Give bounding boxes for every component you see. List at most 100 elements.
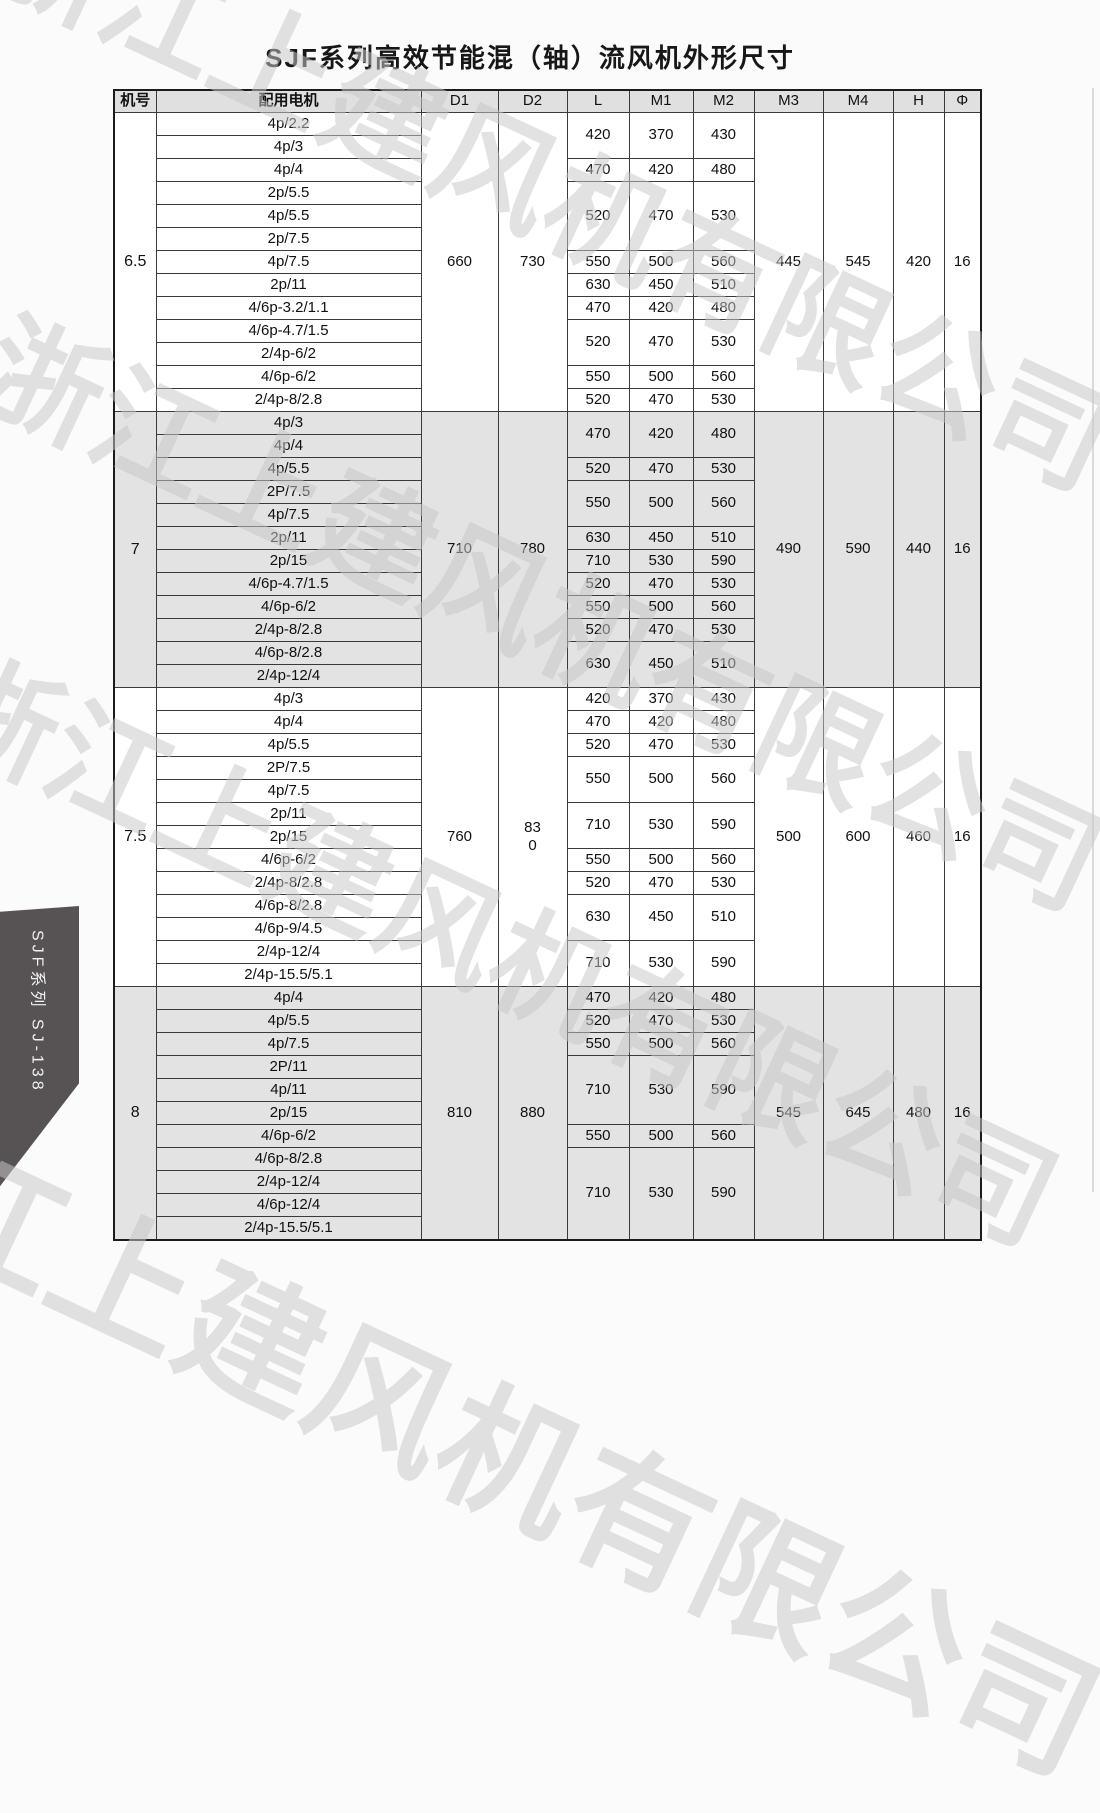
cell-motor: 4p/3 <box>155 687 422 711</box>
cell-m2: 530 <box>692 1009 755 1033</box>
cell-m1: 420 <box>628 411 694 458</box>
cell-m2: 430 <box>692 687 755 711</box>
cell-m3-value: 490 <box>775 540 802 558</box>
cell-l: 470 <box>566 296 630 320</box>
cell-motor: 4/6p-6/2 <box>155 365 422 389</box>
table-row-model-8: 8 4p/4 810 880 470 420 480 545 645 480 16 <box>113 986 982 1241</box>
header-cell-m2: M2 <box>692 89 755 113</box>
cell-m1-value: 370 <box>648 689 674 707</box>
cell-motor-value: 4/6p-6/2 <box>260 1126 317 1144</box>
cell-phi-value: 16 <box>953 540 971 558</box>
cell-m1: 420 <box>628 986 694 1010</box>
cell-m3: 490 <box>753 411 824 688</box>
spec-table: 机号 配用电机 D1 D2 L M1 M2 M3 M4 H Φ 6.5 4p/2.2 660 730 420… <box>113 89 982 1241</box>
table-row-model-6.5: 2p/11 630 450 510 <box>114 273 981 297</box>
cell-l: 470 <box>566 411 630 458</box>
cell-l: 470 <box>566 158 630 182</box>
cell-motor: 2p/11 <box>155 273 422 297</box>
cell-motor-value: 4p/7.5 <box>267 505 310 523</box>
cell-motor: 4/6p-6/2 <box>155 595 422 619</box>
cell-l: 550 <box>566 1032 630 1056</box>
cell-l-value: 710 <box>585 954 611 972</box>
cell-m1-value: 470 <box>648 333 674 351</box>
cell-motor-value: 4/6p-4.7/1.5 <box>248 321 329 339</box>
cell-m2: 560 <box>692 595 755 619</box>
cell-m2: 590 <box>692 1055 755 1125</box>
cell-m1: 500 <box>628 848 694 872</box>
cell-model-value: 6.5 <box>124 253 147 271</box>
cell-d1: 710 <box>420 411 499 688</box>
cell-d2-value: 830 <box>524 819 541 854</box>
cell-m2: 430 <box>692 112 755 159</box>
cell-model: 7.5 <box>113 687 157 987</box>
cell-m1: 530 <box>628 1147 694 1241</box>
cell-m2: 480 <box>692 411 755 458</box>
cell-l-value: 520 <box>585 333 611 351</box>
cell-motor-value: 4/6p-6/2 <box>260 367 317 385</box>
cell-m2-value: 510 <box>710 655 737 673</box>
cell-motor: 2p/5.5 <box>155 181 422 205</box>
cell-motor: 2/4p-6/2 <box>155 342 422 366</box>
cell-motor-value: 4p/3 <box>273 413 304 431</box>
cell-l-value: 630 <box>585 275 611 293</box>
cell-m1: 500 <box>628 756 694 803</box>
table-row-model-7.5: 4/6p-9/4.5 <box>114 917 981 941</box>
cell-l-value: 630 <box>585 528 611 546</box>
header-cell-phi: Φ <box>943 89 982 113</box>
cell-phi: 16 <box>943 986 982 1241</box>
cell-motor-value: 4/6p-8/2.8 <box>254 896 323 914</box>
cell-m4-value: 545 <box>845 252 871 270</box>
table-row-model-8: 4/6p-12/4 <box>114 1193 981 1217</box>
header-cell-l: L <box>566 89 630 113</box>
cell-motor-value: 2/4p-12/4 <box>256 666 321 684</box>
table-row-model-6.5: 4/6p-4.7/1.5 520 470 530 <box>114 319 981 366</box>
cell-motor-value: 2p/15 <box>269 827 308 845</box>
cell-motor-value: 2p/11 <box>270 275 307 293</box>
cell-m1-value: 450 <box>648 655 674 673</box>
cell-m2: 560 <box>692 480 755 527</box>
cell-model: 7 <box>113 411 157 688</box>
cell-motor: 4/6p-12/4 <box>155 1193 422 1217</box>
cell-h: 480 <box>892 986 945 1241</box>
cell-d2: 730 <box>497 112 568 412</box>
cell-motor: 4/6p-3.2/1.1 <box>155 296 422 320</box>
cell-motor-value: 2p/7.5 <box>267 229 310 247</box>
cell-m1-value: 530 <box>648 954 674 972</box>
cell-h: 440 <box>892 411 945 688</box>
table-row-model-7.5: 2/4p-12/4 710 530 590 <box>114 940 981 987</box>
cell-l: 520 <box>566 457 630 481</box>
cell-m1: 450 <box>628 641 694 688</box>
cell-m2: 560 <box>692 756 755 803</box>
cell-motor: 4p/7.5 <box>155 250 422 274</box>
cell-d2-value: 730 <box>519 252 546 270</box>
cell-m2: 480 <box>692 158 755 182</box>
cell-m2: 530 <box>692 388 755 412</box>
cell-l: 520 <box>566 181 630 251</box>
cell-m1-value: 470 <box>648 574 674 592</box>
cell-motor-value: 2/4p-15.5/5.1 <box>244 1218 333 1236</box>
cell-l-value: 550 <box>585 850 611 868</box>
cell-m1: 470 <box>628 618 694 642</box>
cell-motor: 4p/11 <box>155 1078 422 1102</box>
cell-motor-value: 4p/3 <box>273 689 304 707</box>
cell-motor-value: 4p/7.5 <box>267 252 310 270</box>
cell-m3: 500 <box>753 687 824 987</box>
cell-l: 710 <box>566 1055 630 1125</box>
cell-m1: 470 <box>628 388 694 412</box>
cell-l-value: 470 <box>585 712 611 730</box>
header-cell-m4: M4 <box>822 89 894 113</box>
header-cell-d1: D1 <box>420 89 499 113</box>
cell-l-value: 710 <box>585 816 611 834</box>
cell-d1: 760 <box>420 687 499 987</box>
table-row-model-7: 2P/7.5 550 500 560 <box>114 480 981 527</box>
cell-motor-value: 2/4p-12/4 <box>256 942 321 960</box>
cell-phi-value: 16 <box>953 827 971 845</box>
table-row-model-7: 4/6p-4.7/1.5 520 470 530 <box>114 572 981 596</box>
cell-motor-value: 4p/5.5 <box>267 1011 310 1029</box>
cell-m2-value: 530 <box>710 206 737 224</box>
cell-l-value: 550 <box>585 770 611 788</box>
table-row-model-8: 2P/11 710 530 590 <box>114 1055 981 1125</box>
cell-l: 520 <box>566 871 630 895</box>
cell-motor: 4p/2.2 <box>155 112 422 136</box>
table-row-model-6.5: 4p/7.5 550 500 560 <box>114 250 981 274</box>
